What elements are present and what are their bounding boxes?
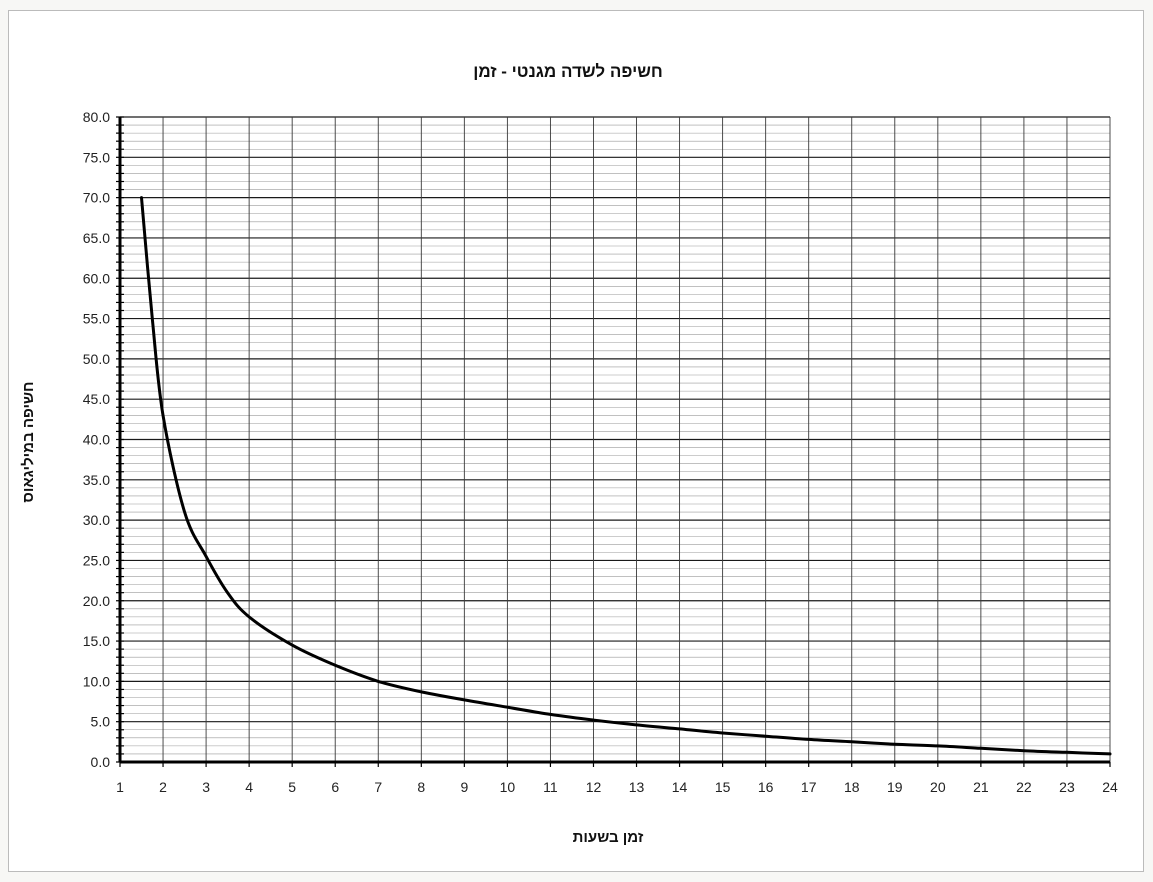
line-chart: חשיפה לשדה מגנטי - זמן 0.0 5.0 10.0 15.0 20.… (8, 10, 1144, 872)
tick-labels: 0.0 5.0 10.0 15.0 20.0 25.0 30.0 35.0 40.0 45.0 50… (83, 109, 1118, 795)
data-point (463, 699, 466, 701)
y-tick-label: 80.0 (83, 109, 110, 125)
data-point (1109, 753, 1111, 755)
x-axis-label: זמן בשעות (573, 829, 644, 846)
data-point (980, 747, 982, 750)
x-tick-label: 21 (973, 779, 989, 795)
y-tick-label: 60.0 (83, 270, 110, 286)
x-tick-label: 8 (417, 779, 425, 795)
y-tick-label: 0.0 (91, 754, 111, 770)
data-point (1066, 751, 1068, 754)
y-tick-label: 50.0 (83, 351, 110, 367)
x-tick-label: 9 (460, 779, 468, 795)
x-tick-label: 12 (586, 779, 602, 795)
y-tick-label: 45.0 (83, 391, 110, 407)
x-tick-label: 7 (374, 779, 382, 795)
y-tick-label: 65.0 (83, 230, 110, 246)
x-tick-label: 10 (500, 779, 516, 795)
data-point (248, 616, 250, 618)
data-point (140, 196, 143, 199)
x-tick-label: 11 (543, 779, 558, 795)
x-tick-label: 20 (930, 779, 946, 795)
x-tick-label: 18 (844, 779, 860, 795)
x-tick-label: 23 (1059, 779, 1075, 795)
data-point (377, 680, 380, 683)
series-line-0 (140, 196, 1112, 756)
x-tick-label: 24 (1102, 779, 1118, 795)
data-point (1023, 749, 1025, 752)
chart-frame: חשיפה לשדה מגנטי - זמן 0.0 5.0 10.0 15.0 20.… (8, 10, 1144, 872)
y-tick-label: 15.0 (83, 633, 110, 649)
data-point (549, 713, 552, 716)
grid (119, 116, 1111, 763)
data-point (420, 691, 423, 693)
y-tick-label: 30.0 (83, 512, 110, 528)
data-point (764, 735, 767, 737)
data-point (678, 728, 681, 730)
data-point (592, 719, 595, 721)
x-tick-label: 4 (245, 779, 253, 795)
chart-title: חשיפה לשדה מגנטי - זמן (473, 62, 663, 81)
data-point (721, 732, 724, 734)
data-point (183, 511, 186, 513)
data-point (506, 706, 509, 708)
x-tick-label: 19 (887, 779, 903, 795)
x-tick-label: 22 (1016, 779, 1032, 795)
data-point (226, 591, 229, 594)
x-tick-label: 17 (801, 779, 817, 795)
x-tick-label: 3 (202, 779, 210, 795)
data-point (850, 741, 853, 743)
data-point (807, 738, 810, 741)
data-point (162, 414, 164, 417)
x-tick-label: 1 (116, 779, 124, 795)
data-point (635, 724, 638, 726)
x-tick-label: 2 (159, 779, 167, 795)
y-tick-label: 10.0 (83, 673, 110, 689)
y-tick-label: 55.0 (83, 311, 110, 327)
y-tick-label: 75.0 (83, 149, 110, 165)
data-point (205, 555, 207, 558)
data-point (291, 644, 293, 646)
data-point (893, 743, 896, 746)
x-tick-label: 15 (715, 779, 731, 795)
data-point (334, 664, 337, 667)
x-tick-label: 14 (672, 779, 688, 795)
y-tick-label: 70.0 (83, 190, 110, 206)
y-tick-label: 40.0 (83, 432, 110, 448)
x-tick-label: 13 (629, 779, 645, 795)
axes (116, 116, 1111, 767)
x-tick-label: 5 (288, 779, 296, 795)
data-point (151, 317, 154, 320)
y-tick-label: 5.0 (91, 714, 111, 730)
x-tick-label: 16 (758, 779, 774, 795)
series-layer (140, 196, 1112, 756)
y-tick-label: 20.0 (83, 593, 110, 609)
y-tick-label: 35.0 (83, 472, 110, 488)
y-axis-label: חשיפה במיליגאוס (20, 381, 37, 502)
data-point (937, 745, 939, 747)
x-tick-label: 6 (331, 779, 339, 795)
y-tick-label: 25.0 (83, 552, 110, 568)
